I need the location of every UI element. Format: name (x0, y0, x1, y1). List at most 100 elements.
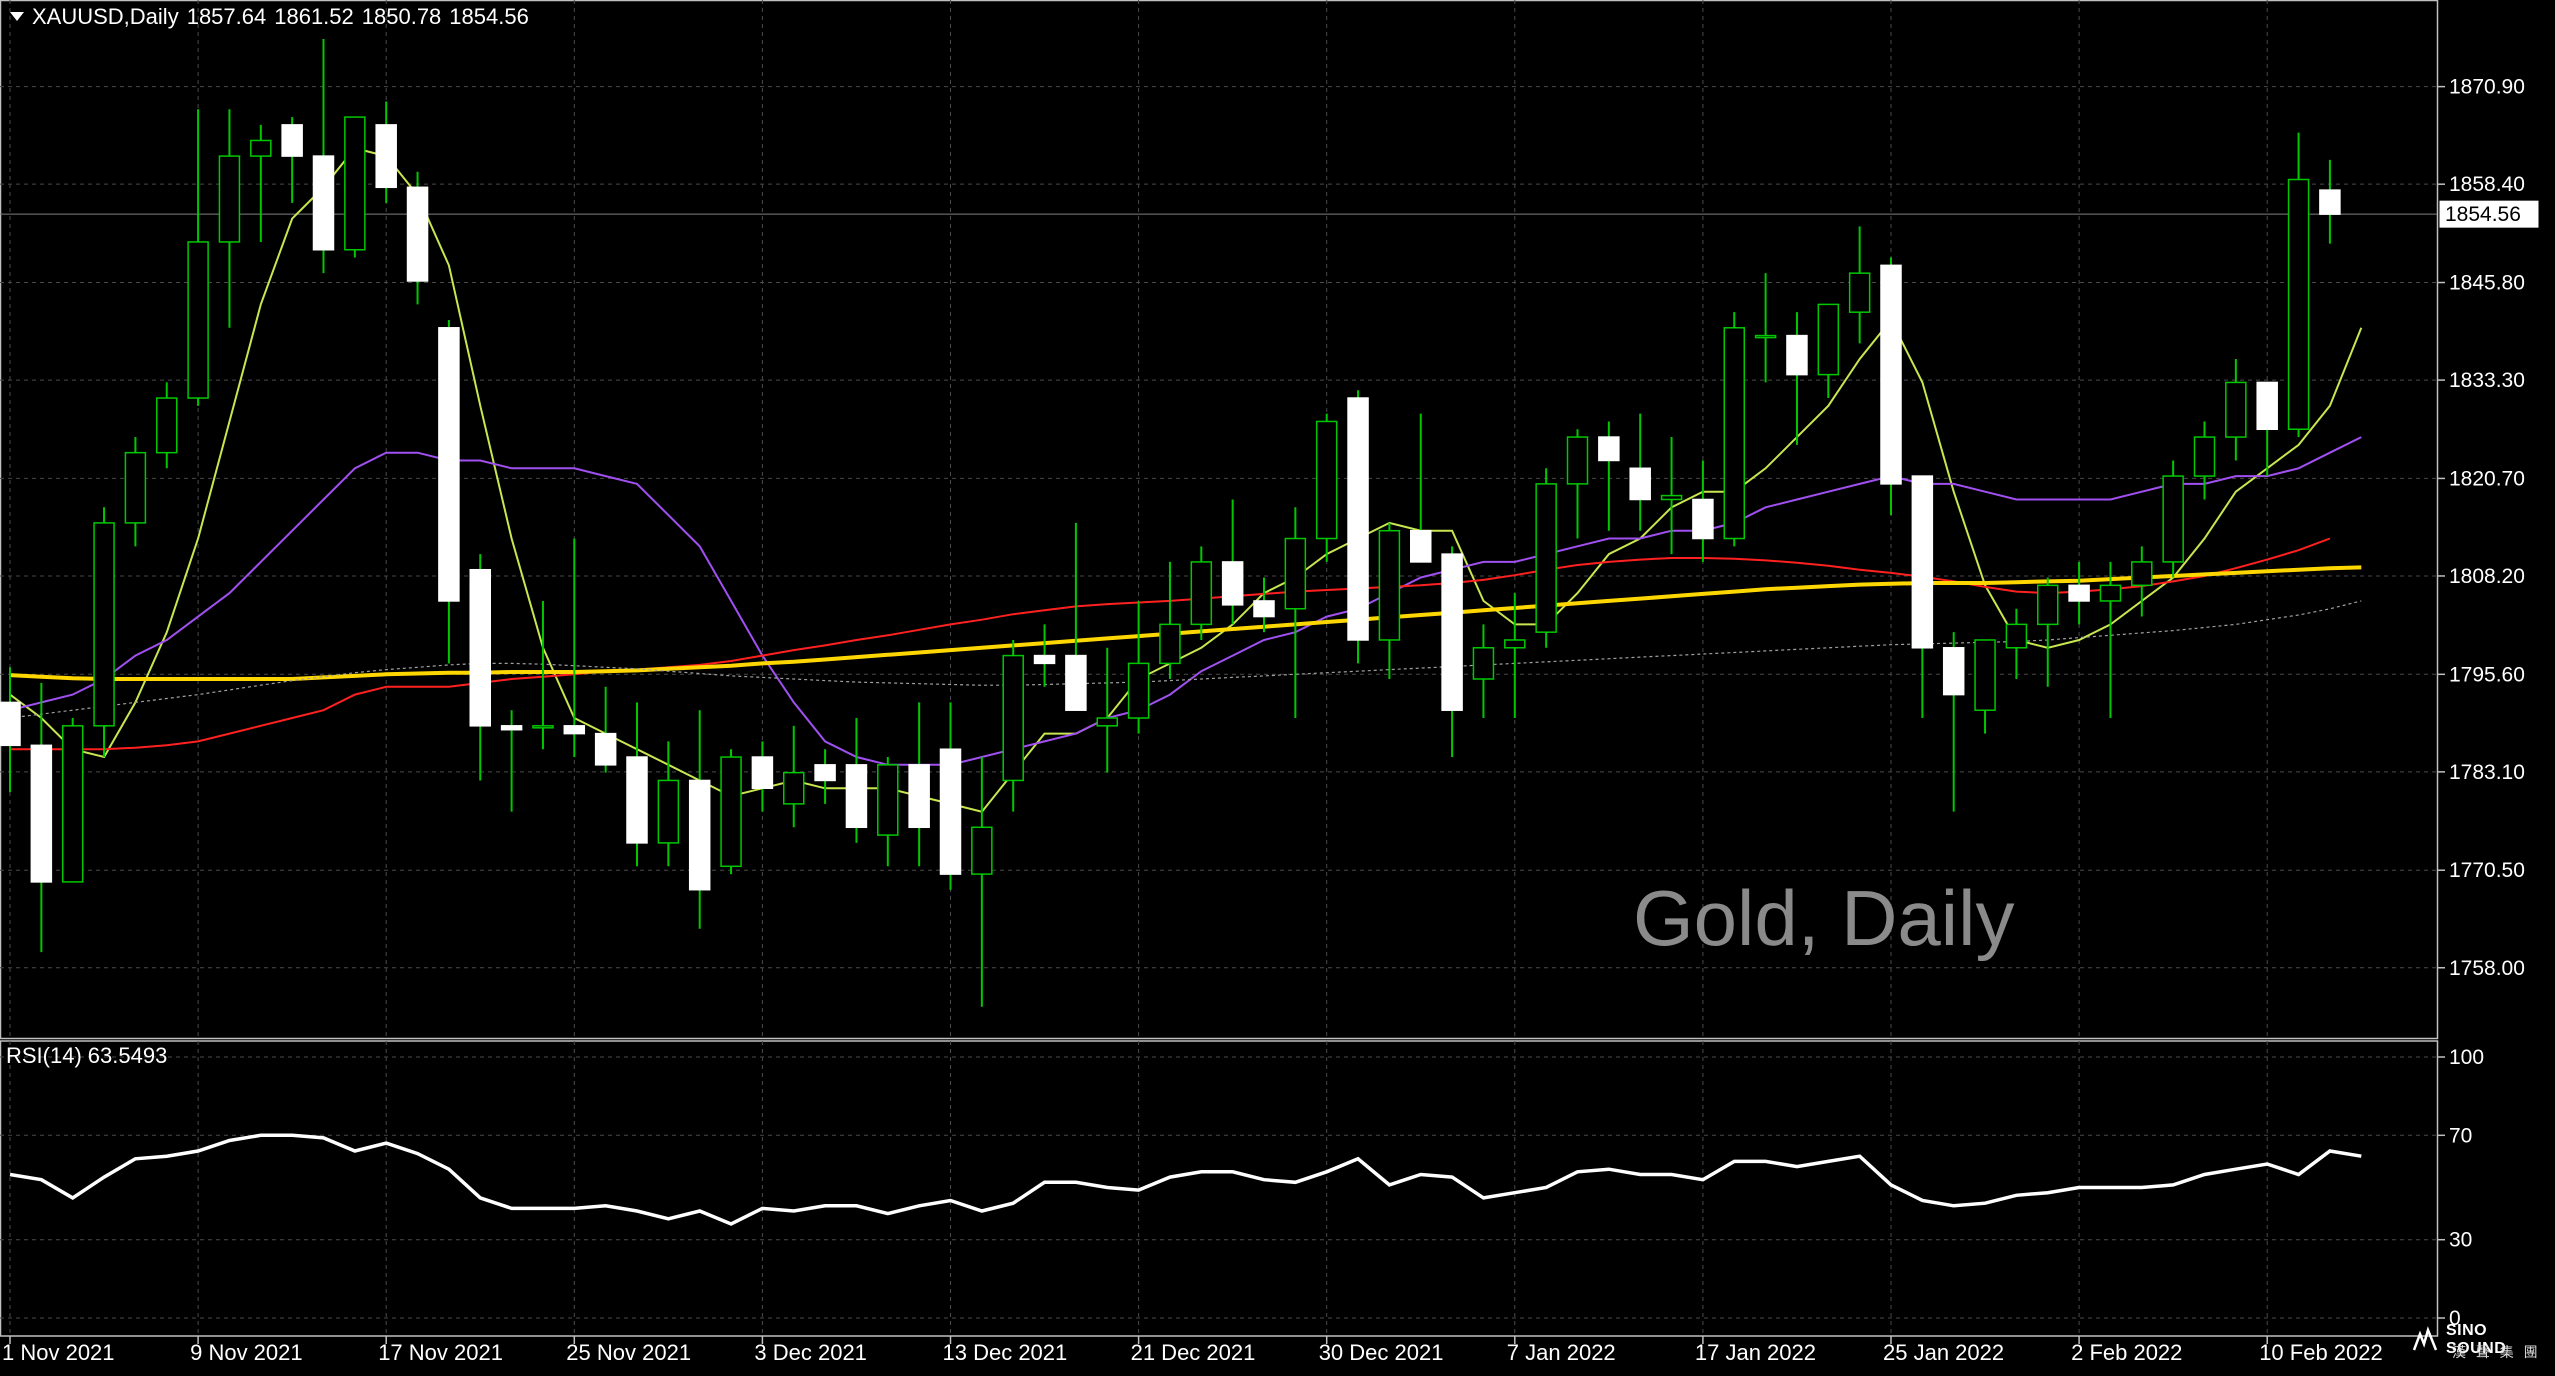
candle (0, 667, 21, 793)
candle (1535, 468, 1557, 648)
candle-body (2287, 178, 2310, 430)
candle (312, 39, 335, 274)
candle-body (1347, 397, 1369, 641)
candle-body (845, 764, 868, 829)
current-price-label: 1854.56 (2445, 203, 2521, 226)
candle-body (1284, 537, 1307, 610)
high-value: 1861.52 (274, 4, 354, 29)
candle-body (2005, 623, 2028, 649)
candle-body (1221, 561, 1244, 606)
candle (1848, 226, 1871, 344)
logo-cjk: 漢 聲 集 團 (2452, 1344, 2541, 1360)
candle (1942, 632, 1965, 812)
candle (1692, 460, 1714, 562)
price-tick-label: 1795.60 (2449, 663, 2525, 686)
candle (1566, 429, 1589, 539)
candle (783, 725, 805, 828)
price-tick-label: 1783.10 (2449, 761, 2525, 784)
moving-average-5 (9, 600, 2362, 719)
candle-body (971, 826, 993, 875)
grid-lines (0, 0, 2437, 1336)
moving-average-4 (9, 565, 2362, 681)
candle-body (939, 748, 962, 875)
candle-body (1880, 264, 1902, 485)
candle (845, 718, 868, 843)
candle-body (814, 764, 836, 782)
candle-body (2225, 381, 2247, 438)
candle-body (657, 779, 680, 844)
candle (1629, 413, 1651, 531)
time-axis: 1 Nov 2021 9 Nov 2021 17 Nov 2021 25 Nov 20… (2, 1336, 2383, 1365)
candle (1033, 624, 1056, 687)
candle (1284, 507, 1307, 719)
candle-body (1253, 600, 1275, 618)
candle-body (124, 451, 147, 524)
candle-body (0, 701, 21, 747)
candle-body (1441, 553, 1463, 711)
rsi-value: 63.5493 (87, 1043, 168, 1068)
candle-body (156, 397, 178, 454)
time-tick-label: 25 Nov 2021 (566, 1340, 691, 1365)
candle (250, 124, 272, 242)
candle-body (2162, 475, 2184, 563)
candles (0, 39, 2341, 1007)
candle-body (688, 779, 711, 891)
candle (563, 538, 586, 758)
candle-body (1065, 654, 1087, 711)
price-header: XAUUSD,Daily 1857.64 1861.52 1850.78 1854.56 (8, 4, 537, 30)
candle (1378, 522, 1401, 679)
candle (814, 749, 836, 804)
rsi-tick-label: 70 (2449, 1124, 2472, 1147)
candle (344, 116, 366, 258)
price-axis: 1870.90 1858.40 1845.80 1833.30 1820.70 1808.… (2437, 76, 2525, 980)
candle-body (406, 186, 429, 282)
close-value: 1854.56 (449, 4, 529, 29)
candle (469, 554, 491, 781)
price-tick-label: 1808.20 (2449, 565, 2525, 588)
candle (1660, 437, 1683, 555)
candle-body (2319, 189, 2341, 215)
time-tick-label: 9 Nov 2021 (190, 1340, 303, 1365)
candle-body (1723, 327, 1745, 540)
time-tick-label: 17 Nov 2021 (378, 1340, 503, 1365)
candle (1817, 303, 1840, 399)
candle-body (1754, 334, 1777, 339)
candle-body (1159, 623, 1181, 665)
candle-body (2256, 381, 2278, 430)
low-value: 1850.78 (361, 4, 442, 29)
brand-logo: SINO SOUND 漢 聲 集 團 (2402, 1318, 2552, 1368)
candle (908, 702, 930, 867)
candle (281, 117, 303, 203)
candle (1880, 257, 1902, 516)
candle-body (1660, 494, 1683, 501)
moving-average-1 (9, 147, 2363, 813)
candle-body (375, 124, 397, 189)
candle (61, 718, 84, 883)
candle-body (218, 155, 241, 243)
candle (2319, 159, 2341, 244)
symbol-label: XAUUSD,Daily (32, 4, 179, 29)
candle-body (1629, 467, 1651, 501)
dropdown-triangle-icon[interactable] (10, 12, 24, 22)
time-tick-label: 7 Jan 2022 (1507, 1340, 1616, 1365)
candle-body (1315, 420, 1338, 540)
time-tick-label: 30 Dec 2021 (1319, 1340, 1444, 1365)
rsi-tick-label: 100 (2449, 1046, 2484, 1069)
candle (1786, 312, 1808, 445)
candle (1504, 593, 1526, 719)
rsi-axis: 100 70 30 0 (2437, 1046, 2484, 1330)
moving-average-2 (9, 436, 2362, 766)
price-tick-label: 1770.50 (2449, 859, 2525, 882)
candle-body (93, 522, 115, 727)
candle-body (61, 725, 84, 883)
candle-body (1033, 654, 1056, 665)
current-price-box (2438, 199, 2540, 229)
candle (187, 109, 209, 406)
candle (2193, 421, 2216, 500)
candle (939, 702, 962, 890)
candle (2162, 460, 2184, 578)
candle (30, 682, 53, 953)
candle-body (563, 725, 586, 735)
candle (1754, 273, 1777, 383)
